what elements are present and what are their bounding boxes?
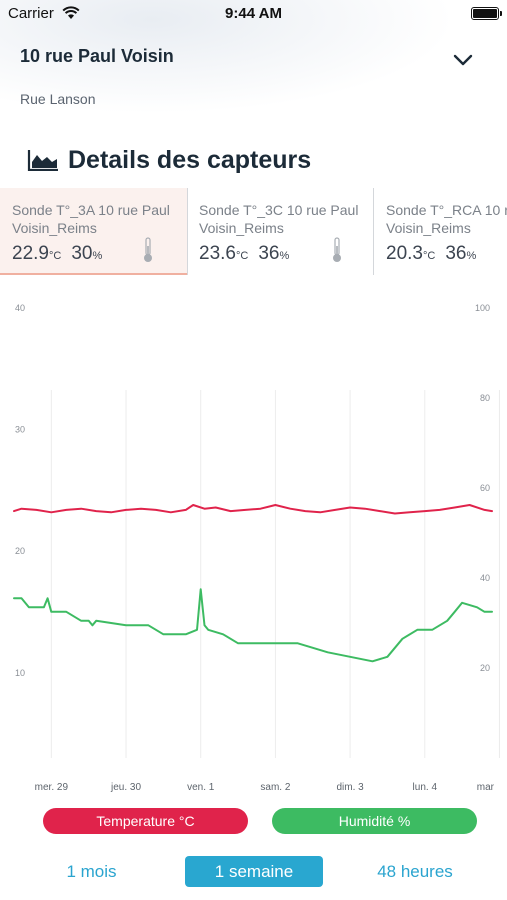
- sensor-temp: 23.6: [199, 243, 236, 264]
- sensor-name: Sonde T°_3C 10 rue Paul: [199, 202, 359, 218]
- sensor-humidity: 36: [258, 243, 280, 264]
- y-right-tick-label: 80: [480, 393, 490, 403]
- range-48h-button[interactable]: 48 heures: [377, 862, 453, 881]
- sensor-name-line2: Voisin_Reims: [12, 220, 97, 236]
- sensor-humidity: 30: [71, 243, 93, 264]
- temperature-legend-button[interactable]: Temperature °C: [43, 808, 248, 834]
- sensor-divider: [187, 188, 188, 275]
- x-tick-label: lun. 4: [413, 782, 438, 793]
- sensor-values: 22.9°C 30%: [12, 243, 175, 265]
- sensor-name: Sonde T°_RCA 10 r: [386, 202, 507, 218]
- temp-unit: °C: [422, 250, 436, 262]
- sensor-name-line2: Voisin_Reims: [386, 220, 471, 236]
- header-background: [0, 0, 507, 130]
- x-tick-label: sam. 2: [260, 782, 290, 793]
- area-chart-icon: [27, 150, 58, 171]
- section-title: Details des capteurs: [68, 146, 312, 174]
- sensor-divider: [373, 188, 374, 275]
- sensor-humidity: 36: [445, 243, 467, 264]
- sensor-values: 23.6°C 36%: [199, 243, 361, 265]
- humidity-unit: %: [92, 250, 103, 262]
- thermometer-icon: [144, 237, 152, 262]
- humidity-series-line: [13, 588, 493, 663]
- y-right-tick-label: 20: [480, 663, 490, 673]
- humidity-unit: %: [466, 250, 477, 262]
- x-tick-label: mar: [477, 782, 495, 793]
- sensor-values: 20.3°C 36%: [386, 243, 502, 265]
- y-right-tick-label: 100: [475, 303, 490, 313]
- y-left-tick-label: 20: [15, 546, 25, 556]
- humidity-legend-button[interactable]: Humidité %: [272, 808, 477, 834]
- range-month-button[interactable]: 1 mois: [66, 862, 117, 881]
- temp-unit: °C: [235, 250, 249, 262]
- sensor-card[interactable]: Sonde T°_RCA 10 r Voisin_Reims 20.3°C 36%: [374, 188, 507, 275]
- clock: 9:44 AM: [225, 5, 282, 22]
- sensor-card[interactable]: Sonde T°_3C 10 rue Paul Voisin_Reims 23.…: [187, 188, 373, 275]
- x-tick-label: mer. 29: [35, 782, 69, 793]
- y-right-tick-label: 40: [480, 573, 490, 583]
- x-tick-label: jeu. 30: [110, 782, 141, 793]
- x-tick-label: dim. 3: [336, 782, 364, 793]
- chevron-down-icon[interactable]: [452, 52, 474, 68]
- y-right-tick-label: 60: [480, 483, 490, 493]
- sensor-list: Sonde T°_3A 10 rue Paul Voisin_Reims 22.…: [0, 188, 507, 276]
- carrier-label: Carrier: [8, 5, 54, 22]
- sensor-name-line2: Voisin_Reims: [199, 220, 284, 236]
- y-left-tick-label: 30: [15, 425, 25, 435]
- y-left-tick-label: 10: [15, 668, 25, 678]
- sensor-card[interactable]: Sonde T°_3A 10 rue Paul Voisin_Reims 22.…: [0, 188, 187, 275]
- address-title: 10 rue Paul Voisin: [20, 46, 174, 66]
- battery-icon: [471, 7, 502, 20]
- humidity-unit: %: [279, 250, 290, 262]
- address-subtitle: Rue Lanson: [20, 91, 96, 107]
- thermometer-icon: [333, 237, 341, 262]
- status-bar: Carrier 9:44 AM: [0, 0, 507, 30]
- wifi-icon: [62, 6, 80, 19]
- temp-unit: °C: [48, 250, 62, 262]
- x-tick-label: ven. 1: [187, 782, 215, 793]
- sensor-chart: 10 20 30 40 20 40 60 80 100 mer. 29 jeu. 30 ven. 1 s…: [13, 303, 500, 793]
- y-left-tick-label: 40: [15, 303, 25, 313]
- sensor-temp: 20.3: [386, 243, 423, 264]
- sensor-temp: 22.9: [12, 243, 49, 264]
- range-week-button[interactable]: 1 semaine: [185, 856, 323, 887]
- temperature-series-line: [13, 504, 493, 515]
- sensor-name: Sonde T°_3A 10 rue Paul: [12, 202, 170, 218]
